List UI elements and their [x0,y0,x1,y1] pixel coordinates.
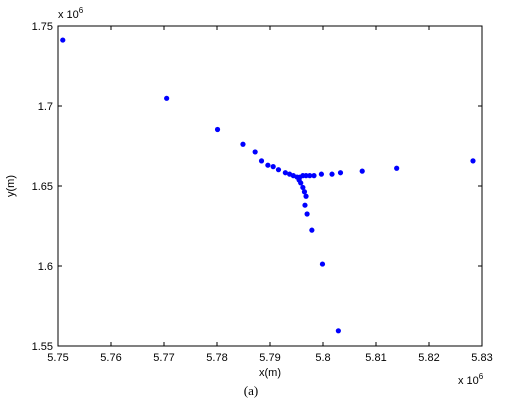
y-axis-title: y(m) [5,175,17,197]
x-tick-label: 5.83 [471,352,492,364]
data-point [337,170,344,176]
x-tick-label: 5.8 [315,352,330,364]
data-point [258,158,265,164]
data-point [303,173,309,179]
x-exponent-label: x 106 [458,372,484,387]
data-point [275,167,282,173]
y-tick-label: 1.7 [38,101,53,113]
data-point [265,162,271,168]
figure-caption: (a) [244,383,258,398]
y-tick-label: 1.75 [32,21,53,33]
y-tick-labels: 1.55 1.6 1.65 1.7 1.75 [32,21,53,353]
data-point [60,37,66,43]
x-tick-label: 5.82 [418,352,439,364]
x-axis-title: x(m) [259,367,281,379]
data-point [164,95,170,101]
data-point [300,184,306,191]
data-point [303,193,309,199]
data-point [252,149,258,155]
y-exponent-label: x 106 [58,6,84,21]
x-tick-label: 5.78 [206,352,227,364]
data-point [240,141,246,147]
data-point [394,165,400,171]
axis-ticks [57,25,483,347]
x-tick-label: 5.75 [47,352,68,364]
data-point [319,261,326,267]
x-tick-label: 5.81 [365,352,386,364]
data-point [304,211,310,217]
x-tick-label: 5.77 [153,352,174,364]
plot-area [57,25,483,347]
data-points [60,37,476,334]
y-tick-label: 1.55 [32,341,53,353]
data-point [298,180,304,186]
x-tick-labels: 5.75 5.76 5.77 5.78 5.79 5.8 5.81 5.82 5.83 [47,352,492,364]
data-point [359,168,365,174]
data-point [309,227,315,233]
data-point [282,170,288,176]
data-point [329,171,335,177]
data-point [301,189,308,195]
data-point [335,328,341,334]
x-tick-label: 5.76 [100,352,121,364]
y-tick-label: 1.6 [38,261,53,273]
data-point [214,126,221,133]
data-point [307,173,313,179]
data-point [270,164,276,170]
data-point [311,173,317,179]
y-tick-label: 1.65 [32,181,53,193]
data-point [318,171,325,177]
x-tick-label: 5.79 [259,352,280,364]
data-point [470,158,476,164]
data-point [302,202,308,208]
